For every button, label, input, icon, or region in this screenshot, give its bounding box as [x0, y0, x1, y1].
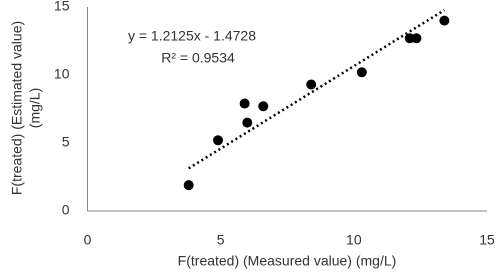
x-tick-label: 0 — [84, 232, 92, 248]
point — [411, 33, 422, 44]
point — [258, 101, 269, 112]
y-tick-label: 5 — [62, 134, 70, 150]
point — [242, 117, 253, 128]
y-tick-label: 0 — [62, 202, 70, 218]
point — [213, 135, 224, 146]
point — [183, 180, 194, 191]
trendline-r2: R² = 0.9534 — [161, 50, 235, 66]
point — [306, 79, 317, 90]
x-axis-label: F(treated) (Measured value) (mg/L) — [178, 253, 397, 269]
y-axis-label: (mg/L) — [27, 88, 43, 128]
trendline-equation: y = 1.2125x - 1.4728 — [128, 28, 256, 44]
y-axis-label: F(treated) (Estimated value) — [9, 21, 25, 195]
trendline — [188, 9, 446, 170]
point — [356, 67, 367, 78]
x-tick-label: 5 — [217, 232, 225, 248]
y-tick-label: 10 — [54, 66, 70, 82]
x-tick-label: 10 — [346, 232, 362, 248]
point — [439, 15, 450, 26]
point — [239, 98, 250, 109]
x-tick-label: 15 — [479, 232, 495, 248]
y-tick-label: 15 — [54, 0, 70, 14]
